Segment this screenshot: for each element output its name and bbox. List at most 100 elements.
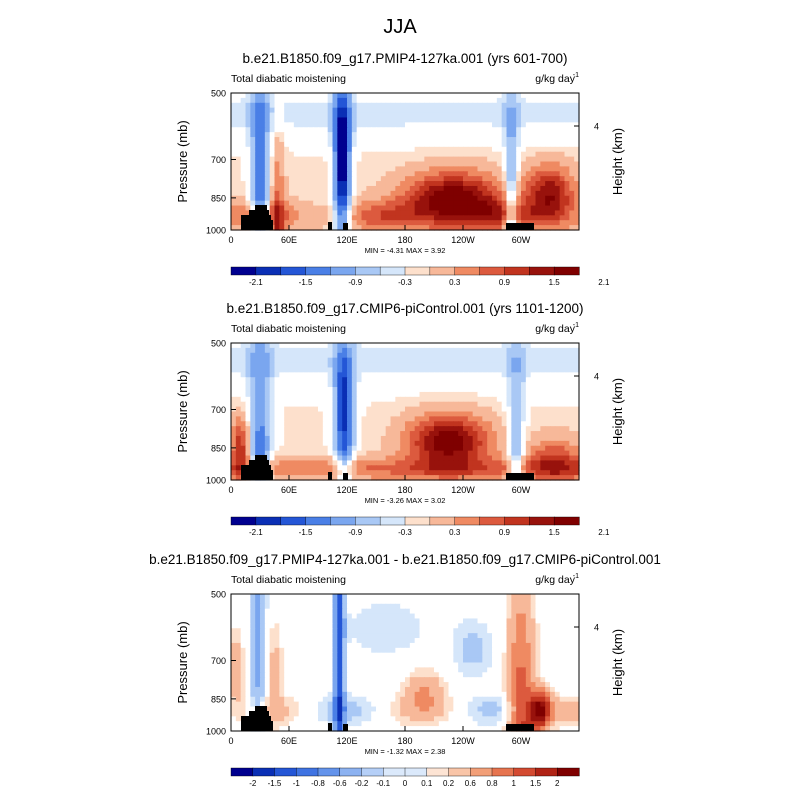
heatmap-cell — [318, 460, 324, 466]
heatmap-cell — [550, 156, 556, 163]
heatmap-cell — [342, 460, 348, 466]
heatmap-cell — [284, 372, 290, 378]
heatmap-cell — [487, 372, 493, 378]
heatmap-cell — [472, 102, 479, 109]
heatmap-cell — [554, 357, 561, 364]
heatmap-cell — [414, 215, 421, 221]
heatmap-cell — [448, 93, 454, 99]
heatmap-cell — [574, 382, 580, 388]
heatmap-cell — [535, 387, 541, 393]
heatmap-cell — [409, 161, 416, 167]
heatmap-cell — [477, 102, 483, 109]
heatmap-cell — [356, 391, 363, 398]
heatmap-cell — [342, 176, 348, 182]
heatmap-cell — [535, 102, 541, 109]
heatmap-cell — [376, 391, 382, 398]
heatmap-cell — [564, 137, 570, 143]
heatmap-cell — [506, 608, 512, 615]
heatmap-cell — [400, 391, 406, 398]
heatmap-cell — [395, 156, 401, 163]
heatmap-cell — [438, 137, 445, 143]
heatmap-cell — [516, 450, 522, 457]
heatmap-cell — [482, 628, 488, 634]
heatmap-cell — [298, 205, 305, 212]
heatmap-cell — [496, 225, 503, 231]
heatmap-cell — [308, 97, 314, 104]
heatmap-cell — [376, 225, 382, 231]
heatmap-cell — [308, 460, 314, 466]
heatmap-cell — [235, 647, 242, 654]
heatmap-cell — [521, 137, 527, 143]
heatmap-cell — [540, 387, 546, 393]
heatmap-cell — [540, 406, 546, 413]
heatmap-cell — [351, 200, 358, 207]
heatmap-cell — [569, 151, 575, 158]
heatmap-cell — [409, 220, 416, 226]
heatmap-cell — [405, 176, 411, 182]
heatmap-cell — [298, 107, 305, 114]
heatmap-cell — [351, 102, 358, 109]
heatmap-cell — [424, 465, 430, 471]
heatmap-cell — [405, 185, 411, 192]
heatmap-cell — [424, 475, 430, 481]
heatmap-cell — [414, 647, 421, 654]
heatmap-cell — [337, 608, 343, 615]
heatmap-cell — [342, 633, 348, 639]
heatmap-cell — [371, 215, 377, 221]
heatmap-cell — [429, 200, 435, 207]
heatmap-cell — [380, 406, 387, 413]
heatmap-cell — [366, 396, 372, 403]
heatmap-cell — [458, 642, 464, 649]
heatmap-cell — [255, 642, 261, 649]
heatmap-cell — [231, 220, 237, 226]
heatmap-cell — [458, 347, 464, 354]
heatmap-cell — [264, 391, 271, 398]
heatmap-cell — [506, 628, 512, 634]
heatmap-cell — [337, 633, 343, 639]
heatmap-cell — [434, 638, 440, 644]
heatmap-cell — [424, 401, 430, 408]
colorbar-label: 2.1 — [598, 278, 610, 287]
heatmap-cell — [424, 377, 430, 383]
heatmap-cell — [554, 161, 561, 167]
heatmap-cell — [496, 122, 503, 128]
heatmap-cell — [443, 431, 450, 437]
heatmap-cell — [477, 465, 483, 471]
heatmap-cell — [569, 387, 575, 393]
heatmap-cell — [303, 141, 309, 148]
heatmap-cell — [438, 146, 445, 153]
heatmap-cell — [409, 623, 416, 629]
heatmap-cell — [574, 426, 580, 432]
heatmap-cell — [298, 137, 305, 143]
heatmap-cell — [409, 137, 416, 143]
heatmap-cell — [260, 195, 266, 202]
heatmap-cell — [245, 406, 251, 413]
heatmap-cell — [434, 343, 440, 349]
colorbar-box — [280, 516, 307, 526]
heatmap-cell — [535, 161, 541, 167]
heatmap-cell — [482, 594, 488, 600]
heatmap-cell — [434, 357, 440, 364]
heatmap-cell — [463, 112, 469, 119]
heatmap-cell — [293, 215, 300, 221]
heatmap-cell — [443, 608, 450, 615]
heatmap-cell — [496, 156, 503, 163]
heatmap-cell — [231, 450, 237, 457]
heatmap-cell — [472, 171, 479, 177]
heatmap-cell — [250, 431, 256, 437]
heatmap-cell — [293, 401, 300, 408]
heatmap-cell — [525, 445, 532, 452]
heatmap-cell — [260, 122, 266, 128]
heatmap-cell — [376, 352, 382, 359]
heatmap-cell — [322, 416, 329, 422]
heatmap-cell — [395, 357, 401, 364]
heatmap-cell — [347, 367, 353, 373]
heatmap-cell — [405, 220, 411, 226]
heatmap-cell — [458, 377, 464, 383]
heatmap-cell — [550, 122, 556, 128]
heatmap-cell — [414, 608, 421, 615]
heatmap-cell — [322, 210, 329, 216]
heatmap-cell — [569, 391, 575, 398]
heatmap-cell — [472, 225, 479, 231]
heatmap-cell — [351, 93, 358, 99]
